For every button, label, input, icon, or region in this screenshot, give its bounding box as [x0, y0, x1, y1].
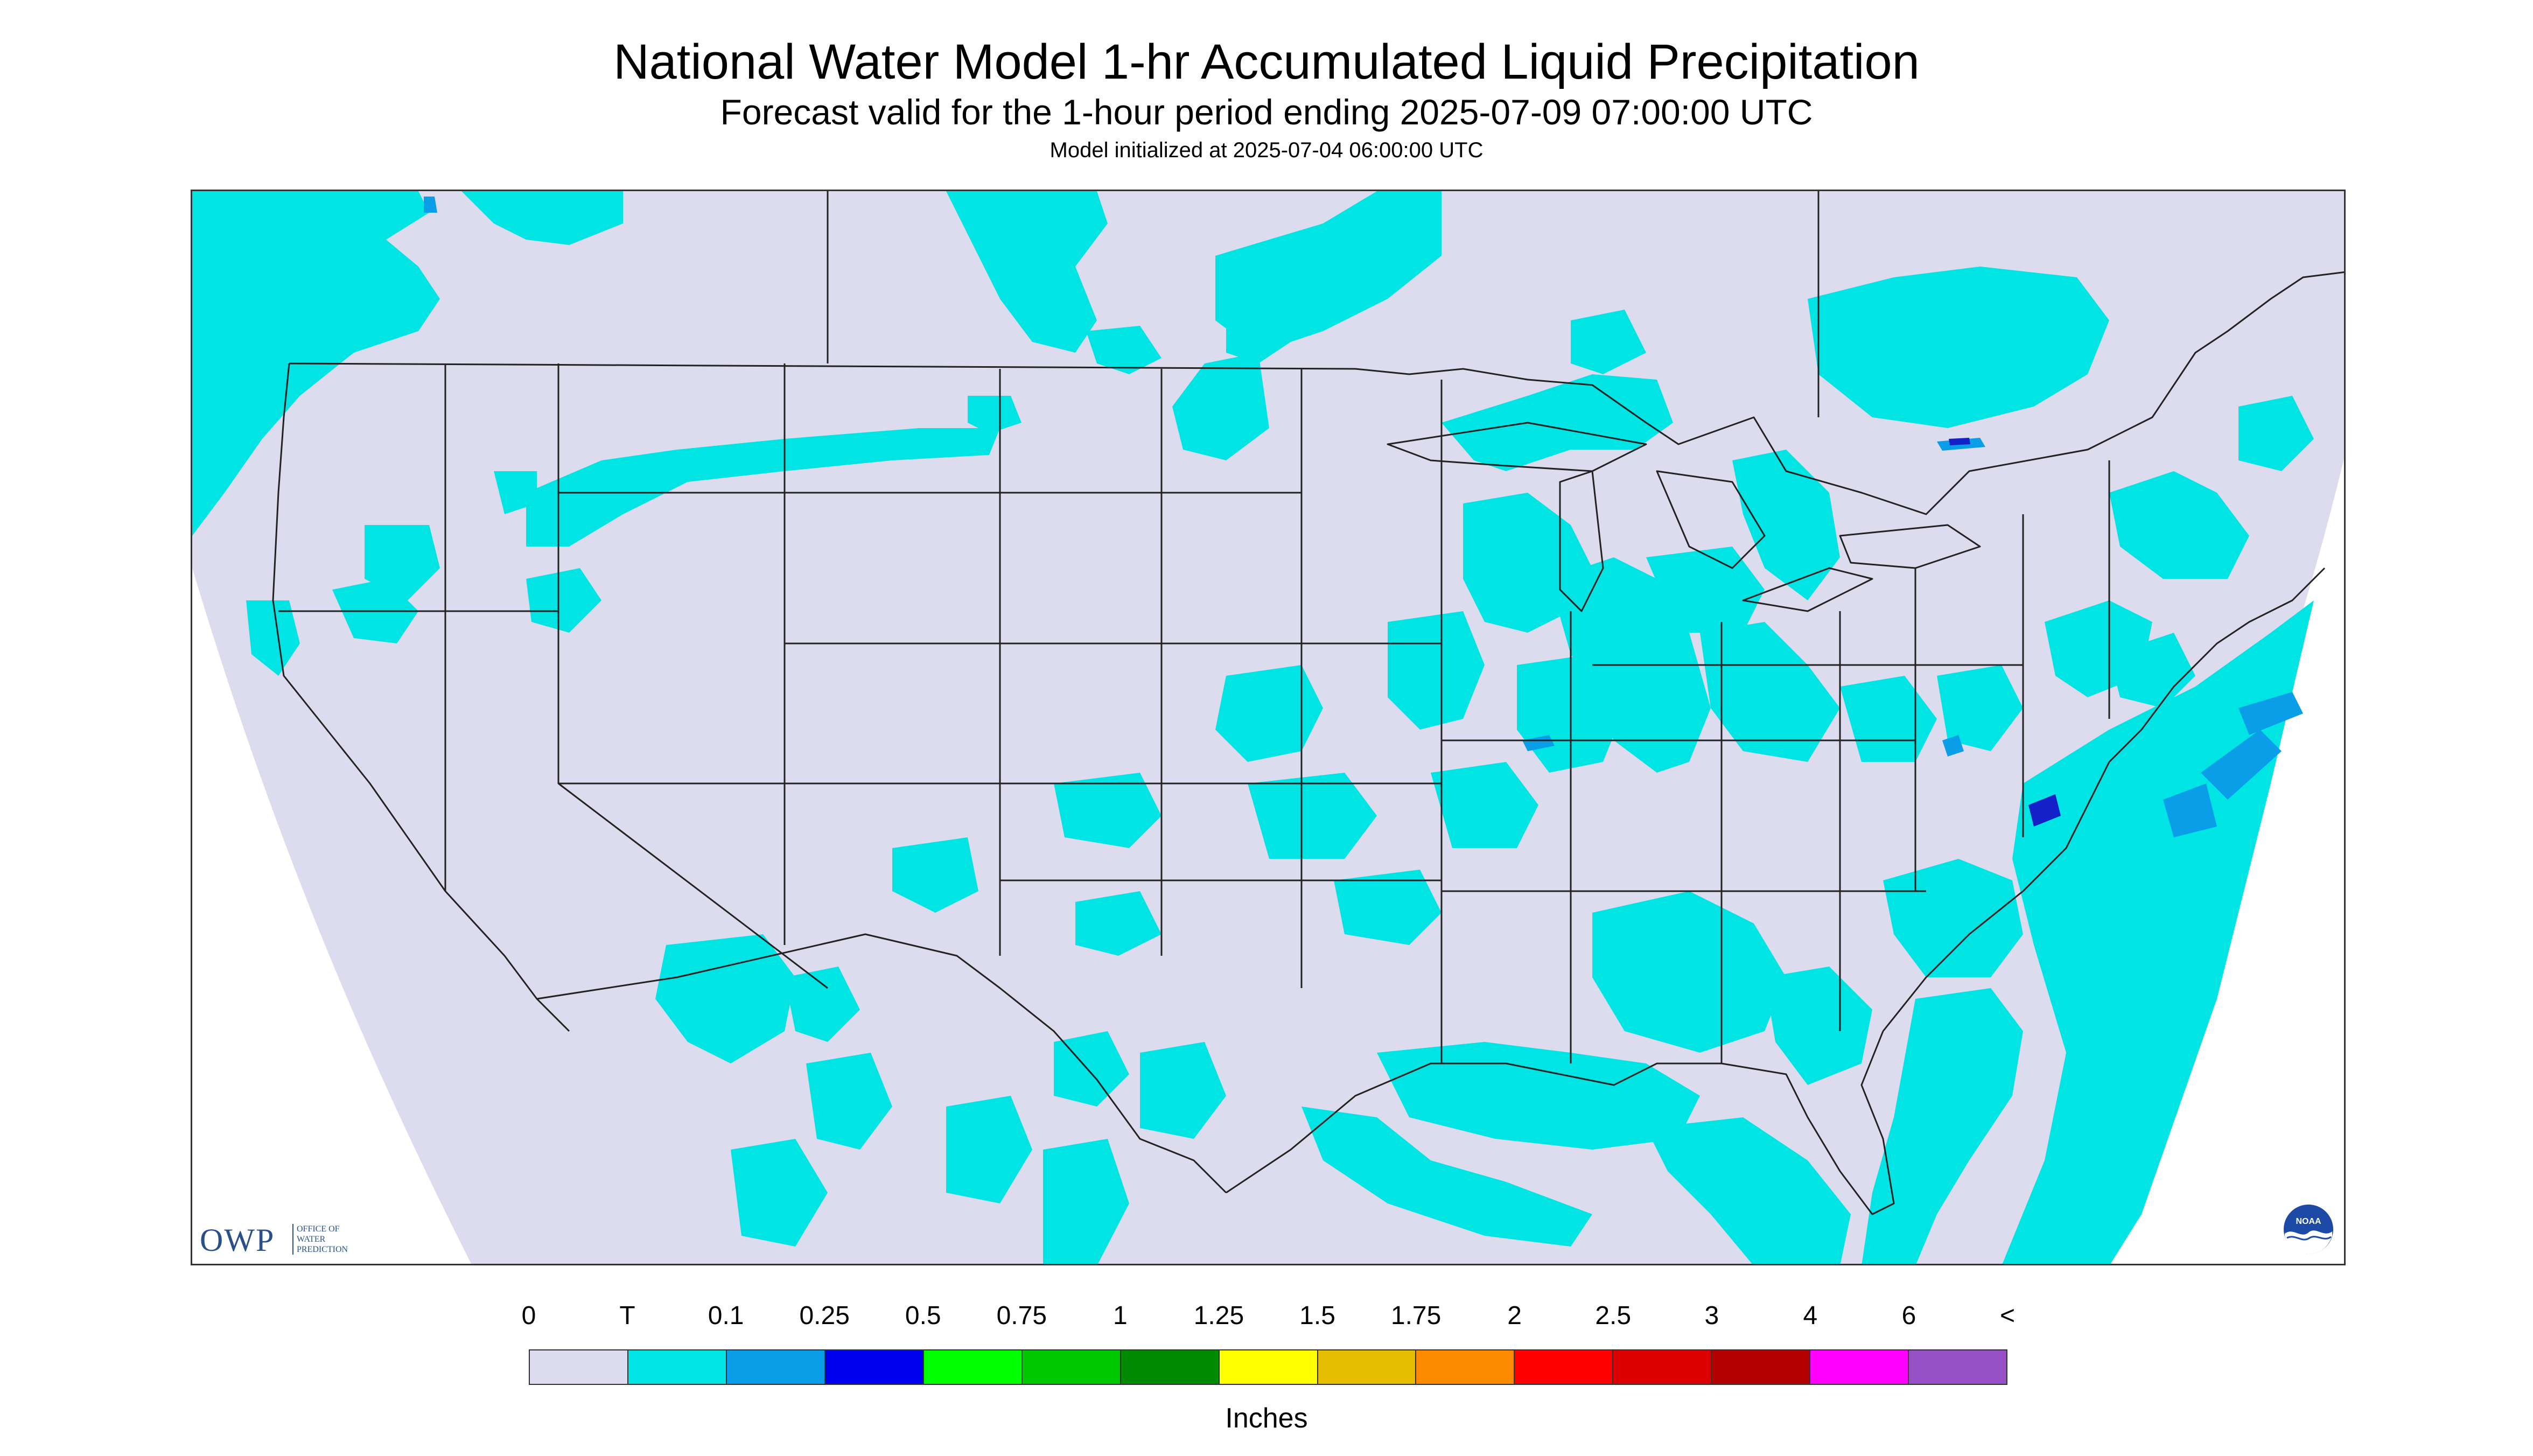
- legend-tick-label: 1: [1113, 1301, 1128, 1330]
- owp-logo-text: OFFICE OF WATER PREDICTION: [292, 1224, 348, 1255]
- map-title: National Water Model 1-hr Accumulated Li…: [613, 34, 1920, 89]
- legend-swatch: [923, 1350, 1023, 1384]
- owp-logo-mark: OWP: [200, 1222, 275, 1258]
- map-canvas: [192, 191, 2344, 1264]
- legend-colorbar: [529, 1349, 2007, 1385]
- legend-tick-label: 0.75: [996, 1301, 1047, 1330]
- legend-tick-label: 3: [1704, 1301, 1719, 1330]
- legend-swatch: [1219, 1350, 1318, 1384]
- legend-swatch: [1318, 1350, 1417, 1384]
- legend-tick-label: 2: [1507, 1301, 1522, 1330]
- forecast-valid-subtitle: Forecast valid for the 1-hour period end…: [720, 92, 1813, 132]
- color-legend: 0 T 0.1 0.25 0.5 0.75 1 1.25 1.5 1.75 2 2.5 3 4 6 < Inc…: [0, 1282, 2533, 1443]
- legend-units-label: Inches: [1225, 1403, 1308, 1434]
- heavier-precip: [424, 197, 2303, 837]
- legend-tick-label: <: [1999, 1301, 2016, 1330]
- owp-logo: OWP OFFICE OF WATER PREDICTION: [200, 1219, 372, 1262]
- legend-tick-label: 0.1: [708, 1301, 744, 1330]
- legend-tick-label: 1.5: [1299, 1301, 1335, 1330]
- legend-swatch: [1515, 1350, 1614, 1384]
- boundaries: [272, 191, 2344, 1215]
- legend-swatch: [825, 1350, 924, 1384]
- legend-swatch: [1712, 1350, 1811, 1384]
- model-init-label: Model initialized at 2025-07-04 06:00:00…: [1049, 138, 1484, 162]
- svg-text:NOAA: NOAA: [2296, 1217, 2321, 1226]
- legend-swatch: [628, 1350, 727, 1384]
- legend-swatch: [726, 1350, 825, 1384]
- legend-swatch: [1909, 1350, 2007, 1384]
- legend-swatch: [1613, 1350, 1712, 1384]
- precipitation-map: OWP OFFICE OF WATER PREDICTION NOAA: [191, 190, 2346, 1265]
- legend-swatch: [1810, 1350, 1909, 1384]
- legend-swatch: [530, 1350, 628, 1384]
- legend-tick-label: 4: [1803, 1301, 1818, 1330]
- legend-tick-label: 0: [521, 1301, 536, 1330]
- legend-tick-label: T: [619, 1301, 635, 1330]
- noaa-logo: NOAA: [2284, 1205, 2333, 1254]
- legend-swatch: [1121, 1350, 1220, 1384]
- heaviest-precip: [1949, 438, 2061, 827]
- legend-swatch: [1416, 1350, 1515, 1384]
- legend-tick-label: 0.25: [799, 1301, 850, 1330]
- legend-tick-label: 0.5: [905, 1301, 941, 1330]
- legend-tick-label: 1.75: [1390, 1301, 1442, 1330]
- legend-tick-label: 2.5: [1595, 1301, 1632, 1330]
- legend-swatch: [1022, 1350, 1121, 1384]
- legend-tick-label: 1.25: [1193, 1301, 1244, 1330]
- legend-tick-label: 6: [1901, 1301, 1916, 1330]
